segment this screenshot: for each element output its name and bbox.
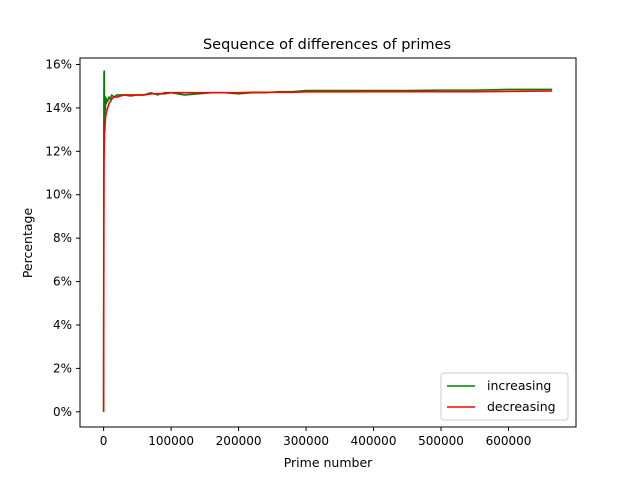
y-tick-label: 6% bbox=[53, 275, 72, 289]
chart-title: Sequence of differences of primes bbox=[203, 37, 451, 53]
series-line-increasing bbox=[102, 70, 553, 412]
x-tick-label: 600000 bbox=[486, 434, 532, 448]
x-tick-label: 0 bbox=[100, 434, 108, 448]
series-line-decreasing bbox=[102, 90, 553, 412]
y-axis: 0% 2% 4% 6% 8% 10% 12% 14% 16% bbox=[45, 58, 80, 419]
x-tick-label: 300000 bbox=[283, 434, 329, 448]
y-tick-label: 16% bbox=[45, 58, 72, 72]
x-tick-label: 500000 bbox=[418, 434, 464, 448]
y-axis-label: Percentage bbox=[20, 208, 35, 279]
y-tick-label: 14% bbox=[45, 101, 72, 115]
plot-frame bbox=[79, 57, 577, 428]
x-tick-label: 100000 bbox=[148, 434, 194, 448]
y-tick-label: 2% bbox=[53, 361, 72, 375]
y-tick-label: 4% bbox=[53, 318, 72, 332]
y-tick-label: 10% bbox=[45, 188, 72, 202]
y-tick-label: 8% bbox=[53, 231, 72, 245]
legend-entry-decreasing: decreasing bbox=[487, 399, 556, 414]
legend: increasing decreasing bbox=[440, 372, 569, 421]
x-axis-label: Prime number bbox=[284, 455, 373, 470]
legend-box bbox=[440, 372, 569, 421]
x-tick-label: 200000 bbox=[216, 434, 262, 448]
x-tick-label: 400000 bbox=[351, 434, 397, 448]
y-tick-label: 0% bbox=[53, 405, 72, 419]
plot-lines bbox=[102, 70, 553, 412]
x-axis: 0 100000 200000 300000 400000 500000 600000 bbox=[100, 427, 532, 448]
legend-entry-increasing: increasing bbox=[487, 378, 551, 393]
y-tick-label: 12% bbox=[45, 144, 72, 158]
